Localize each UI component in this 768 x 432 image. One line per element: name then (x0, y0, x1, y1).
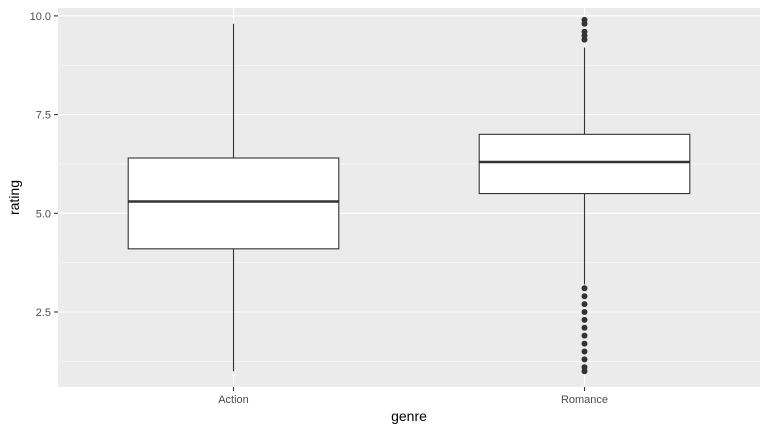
outlier-point (581, 324, 588, 331)
y-tick-label: 5.0 (36, 208, 51, 220)
y-axis-title: rating (6, 180, 22, 215)
outlier-point (581, 301, 588, 308)
outlier-point (581, 348, 588, 355)
outlier-point (581, 316, 588, 323)
x-tick-label: Romance (561, 394, 608, 406)
outlier-point (581, 332, 588, 339)
y-tick-label: 7.5 (36, 110, 51, 122)
outlier-point (581, 20, 588, 27)
x-tick-label: Action (218, 394, 249, 406)
outlier-point (581, 308, 588, 315)
x-axis-title: genre (391, 408, 427, 424)
box-action (127, 23, 340, 372)
outlier-point (581, 285, 588, 292)
y-tick-label: 10.0 (30, 11, 51, 23)
outlier-point (581, 36, 588, 43)
box-romance (478, 16, 691, 375)
outlier-point (581, 368, 588, 375)
outlier-point (581, 340, 588, 347)
y-tick-label: 2.5 (36, 307, 51, 319)
box-iqr (478, 133, 691, 195)
axis-layer: 2.5 5.0 7.5 10.0 Action Romance (30, 11, 608, 406)
outlier-point (581, 356, 588, 363)
box-layer (127, 16, 691, 375)
box-iqr (127, 157, 340, 250)
outlier-point (581, 293, 588, 300)
